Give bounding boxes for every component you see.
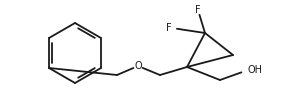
Text: F: F [167, 23, 172, 33]
Text: O: O [134, 61, 142, 71]
Text: F: F [195, 5, 201, 15]
Text: OH: OH [248, 65, 263, 75]
